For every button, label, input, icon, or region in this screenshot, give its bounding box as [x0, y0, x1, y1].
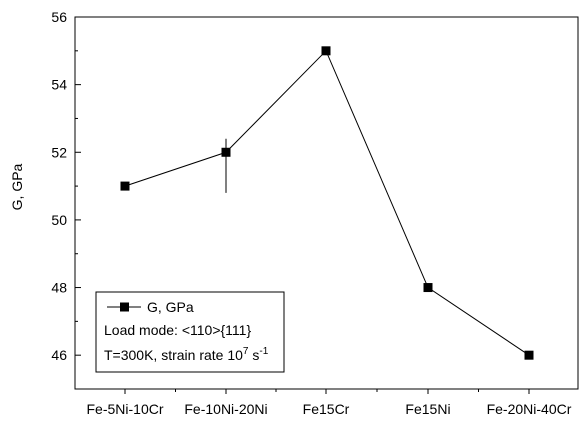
legend-text-span: T=300K, strain rate 10: [104, 347, 243, 363]
x-tick-label: Fe-20Ni-40Cr: [487, 401, 572, 417]
x-tick-label: Fe15Cr: [303, 401, 350, 417]
data-point: [423, 283, 433, 293]
y-tick-label: 50: [51, 212, 67, 228]
data-point: [120, 181, 130, 191]
x-tick-label: Fe-5Ni-10Cr: [86, 401, 163, 417]
legend-strain-rate: T=300K, strain rate 107 s-1: [104, 346, 269, 363]
y-tick-label: 54: [51, 77, 67, 93]
y-tick-label: 52: [51, 144, 67, 160]
data-point: [524, 350, 534, 360]
data-point: [221, 147, 231, 157]
y-tick-label: 48: [51, 280, 67, 296]
legend-entry-label: G, GPa: [147, 299, 194, 315]
x-tick-label: Fe15Ni: [405, 401, 450, 417]
y-tick-label: 46: [51, 347, 67, 363]
data-point: [321, 46, 331, 56]
legend-text-span: s: [248, 347, 259, 363]
y-tick-label: 56: [51, 9, 67, 25]
legend-marker: [120, 302, 129, 312]
superscript: -1: [259, 346, 268, 357]
y-axis-title: G, GPa: [9, 163, 25, 210]
x-tick-label: Fe-10Ni-20Ni: [184, 401, 267, 417]
legend-load-mode: Load mode: <110>{111}: [104, 322, 251, 338]
superscript: 7: [243, 346, 249, 357]
